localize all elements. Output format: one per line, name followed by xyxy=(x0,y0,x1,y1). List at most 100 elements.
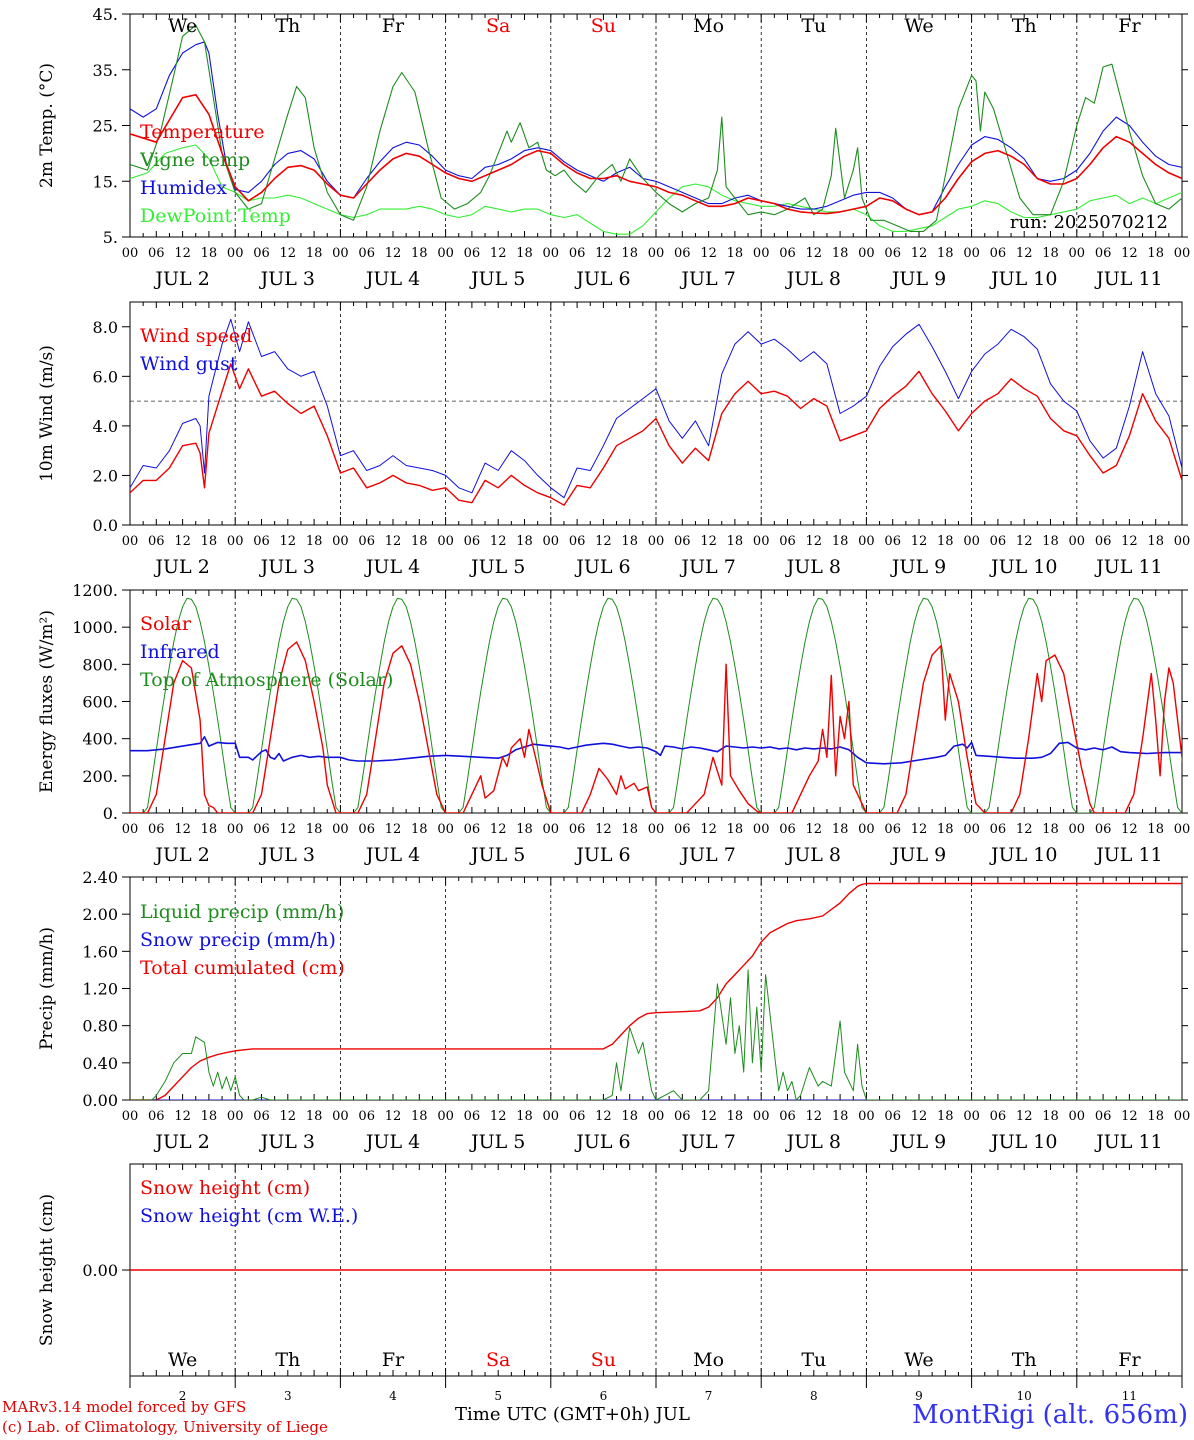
y-tick-label: 1.20 xyxy=(82,980,118,999)
day-number-label: 5 xyxy=(494,1389,502,1403)
date-label: JUL 3 xyxy=(259,556,315,578)
hour-tick-label: 12 xyxy=(280,1109,297,1124)
y-axis-title: 10m Wind (m/s) xyxy=(37,345,57,482)
date-label: JUL 7 xyxy=(679,556,735,578)
hour-tick-label: 12 xyxy=(385,1109,402,1124)
date-label: JUL 9 xyxy=(890,268,946,290)
hour-tick-label: 00 xyxy=(963,1109,980,1124)
hour-tick-label: 06 xyxy=(464,246,481,261)
hour-tick-label: 12 xyxy=(1121,534,1138,549)
hour-tick-label: 18 xyxy=(201,246,218,261)
legend-entry: Top of Atmosphere (Solar) xyxy=(140,669,393,691)
series-temperature xyxy=(130,94,1182,216)
date-label: JUL 7 xyxy=(679,268,735,290)
date-label: JUL 7 xyxy=(679,1131,735,1153)
hour-tick-label: 06 xyxy=(990,822,1007,837)
legend-entry: Temperature xyxy=(140,121,264,143)
hour-tick-label: 12 xyxy=(595,822,612,837)
hour-tick-label: 00 xyxy=(437,534,454,549)
hour-tick-label: 06 xyxy=(464,1109,481,1124)
hour-tick-label: 00 xyxy=(753,822,770,837)
hour-tick-label: 12 xyxy=(700,534,717,549)
station-name: MontRigi (alt. 656m) xyxy=(912,1400,1188,1430)
date-label: JUL 11 xyxy=(1094,268,1162,290)
hour-tick-label: 06 xyxy=(253,534,270,549)
date-label: JUL 6 xyxy=(574,844,630,866)
hour-tick-label: 18 xyxy=(832,822,849,837)
date-label: JUL 2 xyxy=(153,1131,209,1153)
run-label: run: 2025070212 xyxy=(1010,212,1168,233)
y-tick-label: 25. xyxy=(93,117,118,136)
hour-tick-label: 12 xyxy=(700,246,717,261)
y-tick-label: 1200. xyxy=(72,581,118,600)
day-number-label: 9 xyxy=(915,1389,923,1403)
hour-tick-label: 18 xyxy=(201,822,218,837)
hour-tick-label: 06 xyxy=(464,534,481,549)
date-label: JUL 10 xyxy=(989,1131,1057,1153)
y-tick-label: 200. xyxy=(82,767,118,786)
hour-tick-label: 12 xyxy=(1121,246,1138,261)
date-label: JUL 10 xyxy=(989,556,1057,578)
y-tick-label: 1.60 xyxy=(82,942,118,961)
y-tick-label: 6.0 xyxy=(93,367,118,386)
hour-tick-label: 00 xyxy=(543,534,560,549)
day-number-label: 11 xyxy=(1122,1389,1137,1403)
legend-entry: Total cumulated (cm) xyxy=(140,957,345,979)
series-total-cumulated-cm xyxy=(130,882,1182,1100)
y-tick-label: 2.40 xyxy=(82,868,118,887)
hour-tick-label: 18 xyxy=(516,534,533,549)
hour-tick-label: 00 xyxy=(437,1109,454,1124)
hour-tick-label: 00 xyxy=(963,534,980,549)
hour-tick-label: 00 xyxy=(227,822,244,837)
date-label: JUL 4 xyxy=(364,1131,420,1153)
date-label: JUL 5 xyxy=(469,844,525,866)
hour-tick-label: 18 xyxy=(1042,822,1059,837)
date-label: JUL 2 xyxy=(153,556,209,578)
hour-tick-label: 00 xyxy=(1174,246,1191,261)
hour-tick-label: 06 xyxy=(358,534,375,549)
date-label: JUL 8 xyxy=(785,844,841,866)
date-label: JUL 9 xyxy=(890,1131,946,1153)
date-label: JUL 2 xyxy=(153,844,209,866)
legend-entry: Wind speed xyxy=(140,325,252,347)
hour-tick-label: 18 xyxy=(937,1109,954,1124)
day-number-label: 10 xyxy=(1017,1389,1032,1403)
hour-tick-label: 06 xyxy=(674,246,691,261)
hour-tick-label: 18 xyxy=(516,822,533,837)
hour-tick-label: 18 xyxy=(411,534,428,549)
series-liquid-precip-mm-h xyxy=(130,969,1182,1100)
hour-tick-label: 06 xyxy=(779,822,796,837)
hour-tick-label: 12 xyxy=(700,1109,717,1124)
hour-tick-label: 12 xyxy=(1016,246,1033,261)
hour-tick-label: 00 xyxy=(1069,1109,1086,1124)
hour-tick-label: 18 xyxy=(621,822,638,837)
series-wind-speed xyxy=(130,363,1182,506)
y-axis-title: Energy fluxes (W/m²) xyxy=(37,610,57,793)
y-tick-label: 35. xyxy=(93,61,118,80)
panel-wind: 0.0 2.0 4.0 6.0 8.0 10m Wind (m/s) Wind speed W… xyxy=(37,301,1190,578)
date-label: JUL 5 xyxy=(469,268,525,290)
hour-tick-label: 12 xyxy=(385,246,402,261)
y-tick-label: 8.0 xyxy=(93,318,118,337)
date-label: JUL 10 xyxy=(989,844,1057,866)
hour-tick-label: 12 xyxy=(1121,1109,1138,1124)
y-tick-label: 400. xyxy=(82,730,118,749)
hour-tick-label: 00 xyxy=(227,534,244,549)
hour-tick-label: 12 xyxy=(911,1109,928,1124)
hour-tick-label: 06 xyxy=(884,534,901,549)
hour-tick-label: 18 xyxy=(832,246,849,261)
date-label: JUL 9 xyxy=(890,556,946,578)
hour-tick-label: 00 xyxy=(1174,1109,1191,1124)
y-tick-label: 0. xyxy=(103,804,118,823)
hour-tick-label: 06 xyxy=(148,1109,165,1124)
y-tick-label: 15. xyxy=(93,172,118,191)
day-number-label: 3 xyxy=(284,1389,292,1403)
date-label: JUL 2 xyxy=(153,268,209,290)
hour-tick-label: 00 xyxy=(122,534,139,549)
y-tick-label: 5. xyxy=(103,228,118,247)
day-of-week-label: Sa xyxy=(486,1349,510,1371)
hour-tick-label: 06 xyxy=(1095,822,1112,837)
hour-tick-label: 12 xyxy=(490,1109,507,1124)
hour-tick-label: 00 xyxy=(437,246,454,261)
hour-tick-label: 18 xyxy=(1147,246,1164,261)
